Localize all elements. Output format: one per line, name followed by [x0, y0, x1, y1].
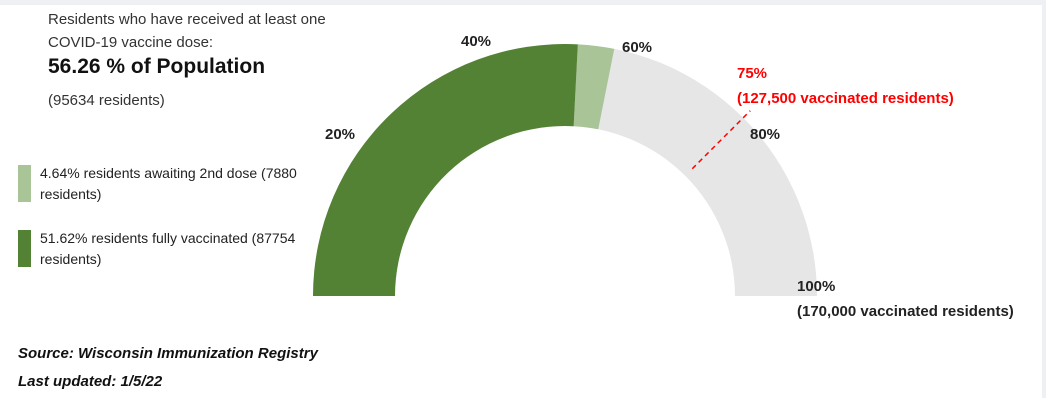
- source-note: Source: Wisconsin Immunization Registry: [18, 345, 318, 362]
- headline-text: Residents who have received at least one…: [48, 11, 326, 51]
- tick-label-80: 80%: [750, 126, 780, 143]
- legend-swatch-partial: [18, 165, 31, 202]
- gauge-arc-fully: [313, 44, 578, 296]
- population-percent: 56.26 % of Population: [48, 55, 266, 78]
- last-updated-note: Last updated: 1/5/22: [18, 373, 163, 390]
- gauge-arc-partial: [573, 44, 615, 130]
- population-residents: (95634 residents): [48, 92, 165, 109]
- target-sub-label: (127,500 vaccinated residents): [737, 90, 954, 107]
- tick-label-100-sub: (170,000 vaccinated residents): [797, 303, 1014, 320]
- gauge-target-line: [691, 110, 751, 170]
- window-right-border: [1042, 0, 1046, 398]
- tick-label-100: 100%: [797, 278, 835, 295]
- legend-text-partial: 4.64% residents awaiting 2nd dose (7880 …: [40, 165, 297, 202]
- tick-label-20: 20%: [325, 126, 355, 143]
- tick-label-40: 40%: [461, 33, 491, 50]
- tick-label-60: 60%: [622, 39, 652, 56]
- legend-swatch-fully: [18, 230, 31, 267]
- target-label: 75%: [737, 65, 767, 82]
- window-top-border: [0, 0, 1046, 5]
- legend-text-fully: 51.62% residents fully vaccinated (87754…: [40, 230, 296, 267]
